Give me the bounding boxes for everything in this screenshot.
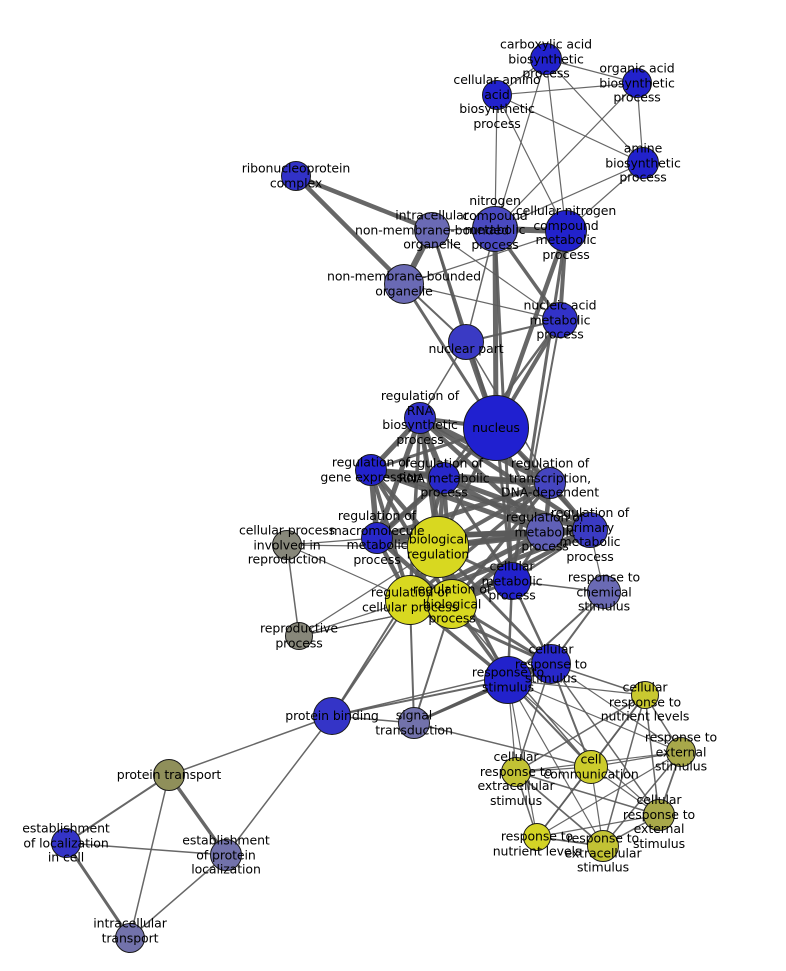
graph-node-intracellular-non-membrane-bounded-organelle[interactable] (414, 212, 450, 248)
graph-node-carboxylic-acid-biosynthetic-process[interactable] (530, 43, 562, 75)
graph-edge (536, 814, 660, 838)
graph-edge (507, 679, 682, 753)
graph-edge (507, 679, 604, 847)
graph-node-regulation-of-macromolecule-metabolic-process[interactable] (361, 522, 393, 554)
graph-node-regulation-of-gene-expression[interactable] (355, 454, 387, 486)
graph-node-intracellular-transport[interactable] (115, 923, 145, 953)
graph-edge (494, 58, 547, 230)
graph-edge (293, 173, 435, 233)
graph-edge (286, 544, 300, 637)
graph-edge (293, 173, 407, 287)
graph-node-nucleic-acid-metabolic-process[interactable] (542, 302, 578, 338)
graph-node-organic-acid-biosynthetic-process[interactable] (622, 68, 652, 98)
graph-node-regulation-of-metabolic-process[interactable] (526, 513, 564, 551)
graph-node-regulation-of-transcription-dna-dependent[interactable] (534, 467, 566, 499)
graph-edge (129, 854, 227, 939)
graph-node-regulation-of-biological-process[interactable] (427, 579, 477, 629)
graph-node-cell-communication[interactable] (574, 750, 608, 784)
graph-edge (65, 774, 170, 844)
graph-node-non-membrane-bounded-organelle[interactable] (384, 264, 424, 304)
graph-node-response-to-nutrient-levels[interactable] (523, 823, 551, 851)
graph-node-regulation-of-rna-biosynthetic-process[interactable] (404, 402, 436, 434)
graph-node-nuclear-part[interactable] (448, 324, 484, 360)
graph-edge (515, 694, 646, 773)
graph-edge (515, 771, 660, 816)
graph-node-cellular-response-to-nutrient-levels[interactable] (631, 681, 659, 709)
graph-edge (168, 715, 333, 776)
graph-edge (496, 82, 638, 96)
graph-node-biological-regulation[interactable] (407, 516, 469, 578)
graph-edge (545, 58, 567, 232)
graph-edge (496, 94, 644, 164)
graph-node-reproductive-process[interactable] (285, 622, 313, 650)
graph-edge (602, 751, 682, 847)
graph-edge (225, 715, 333, 856)
graph-node-response-to-extracellular-stimulus[interactable] (587, 830, 619, 862)
graph-edge (494, 82, 638, 230)
graph-node-ribonucleoprotein-complex[interactable] (281, 161, 311, 191)
graph-node-nucleus[interactable] (463, 395, 529, 461)
graph-node-response-to-external-stimulus[interactable] (666, 737, 696, 767)
graph-node-cellular-amino-acid-biosynthetic-process[interactable] (482, 80, 512, 110)
graph-node-signal-transduction[interactable] (398, 707, 430, 739)
graph-node-cellular-response-to-stimulus[interactable] (531, 644, 571, 684)
graph-node-cellular-nitrogen-compound-metabolic-process[interactable] (545, 210, 587, 252)
graph-node-cellular-response-to-external-stimulus[interactable] (643, 799, 675, 831)
graph-node-regulation-of-primary-metabolic-process[interactable] (572, 512, 608, 548)
graph-edge (65, 842, 227, 856)
graph-node-response-to-chemical-stimulus[interactable] (587, 575, 621, 609)
graph-edge (545, 58, 644, 164)
graph-node-protein-transport[interactable] (153, 759, 185, 791)
graph-node-cellular-metabolic-process[interactable] (493, 562, 531, 600)
graph-node-regulation-of-rna-metabolic-process[interactable] (428, 462, 460, 494)
graph-edge (413, 722, 592, 768)
graph-node-cellular-response-to-extracellular-stimulus[interactable] (501, 757, 531, 787)
graph-node-nitrogen-compound-metabolic-process[interactable] (472, 206, 518, 252)
graph-edge (403, 230, 567, 285)
graph-edge (494, 162, 644, 230)
graph-node-response-to-stimulus[interactable] (484, 656, 532, 704)
graph-edge (550, 663, 660, 816)
graph-edge (450, 481, 552, 606)
graph-node-cellular-process-involved-in-reproduction[interactable] (272, 530, 302, 560)
graph-edge (496, 94, 567, 232)
graph-node-establishment-of-localization-in-cell[interactable] (51, 828, 81, 858)
graph-edge (403, 283, 561, 321)
graph-edge (536, 751, 682, 838)
graph-node-amine-biosynthetic-process[interactable] (627, 147, 659, 179)
graph-edge (129, 774, 170, 939)
graph-edge (550, 663, 682, 753)
graph-edge (417, 415, 593, 533)
graph-edge (331, 546, 439, 717)
graph-edge (64, 841, 132, 940)
graph-edge (331, 679, 509, 717)
graph-edge (515, 771, 604, 847)
graph-edge (493, 228, 569, 431)
graph-node-establishment-of-protein-localization[interactable] (210, 839, 242, 871)
graph-edge (602, 694, 646, 847)
graph-node-protein-binding[interactable] (313, 697, 351, 735)
